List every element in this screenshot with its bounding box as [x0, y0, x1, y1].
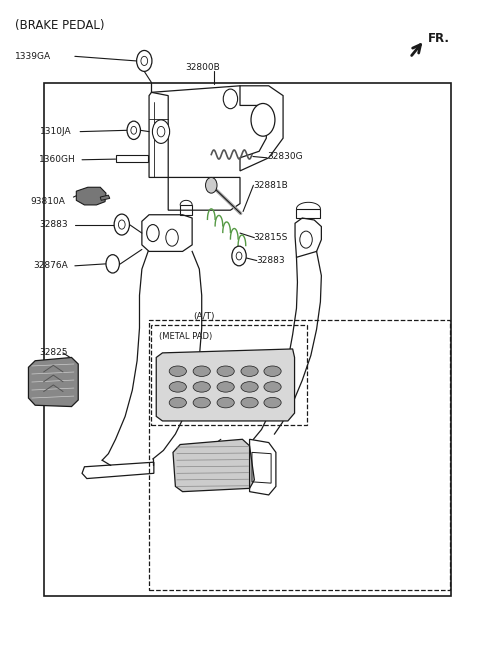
- Ellipse shape: [193, 366, 210, 377]
- Polygon shape: [100, 195, 110, 200]
- Circle shape: [236, 252, 242, 260]
- Text: 32825: 32825: [39, 348, 68, 358]
- Circle shape: [300, 231, 312, 248]
- Text: 32825: 32825: [186, 445, 215, 453]
- Text: (A/T): (A/T): [193, 312, 215, 321]
- Circle shape: [131, 127, 137, 134]
- Circle shape: [153, 120, 169, 144]
- Text: 32815S: 32815S: [253, 233, 288, 242]
- Circle shape: [114, 214, 130, 235]
- Polygon shape: [173, 440, 254, 491]
- Circle shape: [141, 56, 148, 66]
- Ellipse shape: [169, 382, 186, 392]
- Ellipse shape: [264, 366, 281, 377]
- Circle shape: [205, 177, 217, 193]
- Circle shape: [166, 229, 178, 246]
- Text: 1360GH: 1360GH: [39, 155, 76, 164]
- Ellipse shape: [193, 398, 210, 408]
- Circle shape: [147, 224, 159, 241]
- Text: (METAL PAD): (METAL PAD): [158, 332, 212, 341]
- Ellipse shape: [217, 382, 234, 392]
- Ellipse shape: [217, 398, 234, 408]
- Ellipse shape: [193, 382, 210, 392]
- Circle shape: [127, 121, 141, 140]
- Circle shape: [119, 220, 125, 229]
- Text: 1310JA: 1310JA: [40, 127, 72, 136]
- Polygon shape: [76, 187, 106, 205]
- Polygon shape: [28, 358, 78, 407]
- Circle shape: [251, 104, 275, 136]
- Circle shape: [223, 89, 238, 109]
- Text: 1339GA: 1339GA: [15, 52, 51, 61]
- Ellipse shape: [169, 398, 186, 408]
- Text: 32881B: 32881B: [253, 181, 288, 190]
- Ellipse shape: [241, 398, 258, 408]
- Text: 32876A: 32876A: [33, 261, 68, 270]
- Polygon shape: [156, 349, 295, 421]
- Ellipse shape: [217, 366, 234, 377]
- Ellipse shape: [264, 382, 281, 392]
- Text: (BRAKE PEDAL): (BRAKE PEDAL): [15, 19, 105, 32]
- Ellipse shape: [241, 382, 258, 392]
- Ellipse shape: [169, 366, 186, 377]
- Text: 32883: 32883: [39, 220, 68, 229]
- Text: 93810A: 93810A: [30, 197, 65, 206]
- Text: 32830G: 32830G: [268, 152, 303, 161]
- Text: 32883: 32883: [257, 256, 286, 265]
- Ellipse shape: [241, 366, 258, 377]
- Circle shape: [106, 255, 120, 273]
- Text: FR.: FR.: [428, 31, 450, 45]
- Text: 32825: 32825: [185, 363, 214, 372]
- Text: 32800B: 32800B: [185, 63, 220, 72]
- Circle shape: [137, 51, 152, 72]
- Ellipse shape: [264, 398, 281, 408]
- Circle shape: [157, 127, 165, 137]
- Circle shape: [232, 246, 246, 266]
